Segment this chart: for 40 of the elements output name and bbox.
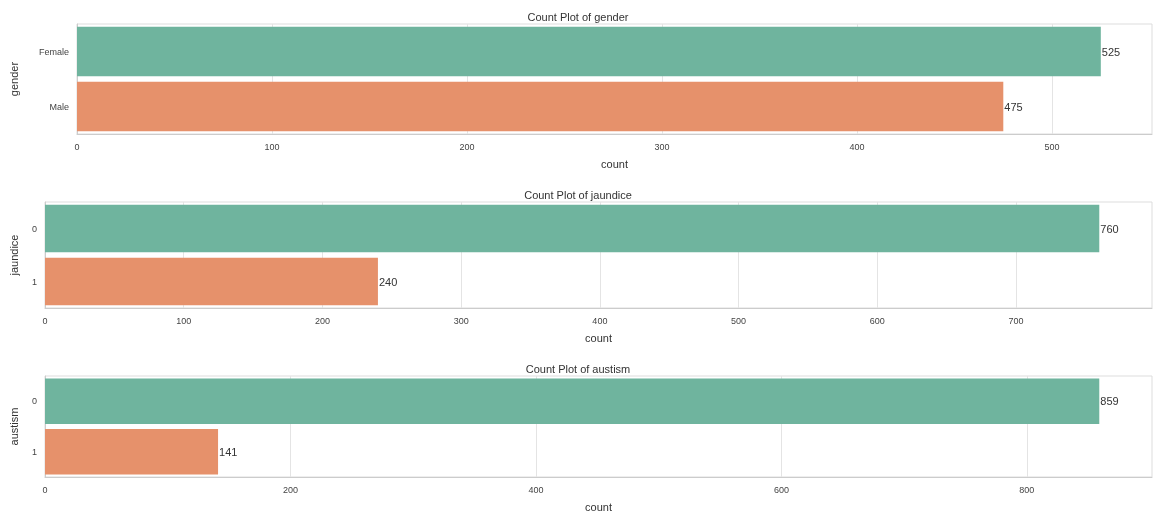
- x-tick-label: 300: [453, 315, 469, 326]
- x-axis-title: count: [585, 500, 612, 513]
- x-tick-label: 500: [1044, 141, 1060, 152]
- x-tick-label: 400: [849, 141, 865, 152]
- y-tick-label: 0: [31, 223, 37, 234]
- x-tick-label: 400: [528, 484, 544, 495]
- y-tick-label: Male: [49, 101, 69, 112]
- x-tick-label: 400: [592, 315, 608, 326]
- x-tick-label: 100: [264, 141, 280, 152]
- data-label: 141: [219, 445, 238, 458]
- chart-title: Count Plot of jaundice: [524, 188, 632, 201]
- x-tick-label: 100: [176, 315, 192, 326]
- x-tick-label: 200: [459, 141, 475, 152]
- chart-title: Count Plot of gender: [527, 10, 629, 23]
- y-tick-label: 1: [31, 446, 37, 457]
- x-tick-label: 600: [773, 484, 789, 495]
- y-tick-label: 1: [31, 276, 37, 287]
- y-axis-title: jaundice: [7, 234, 20, 277]
- x-axis-title: count: [585, 331, 612, 344]
- x-tick-label: 500: [731, 315, 747, 326]
- y-axis-title: gender: [7, 61, 20, 97]
- x-tick-label: 0: [42, 484, 48, 495]
- data-label: 859: [1100, 395, 1119, 408]
- x-tick-label: 700: [1008, 315, 1024, 326]
- x-tick-label: 300: [654, 141, 670, 152]
- x-tick-label: 800: [1019, 484, 1035, 495]
- data-label: 475: [1004, 100, 1023, 113]
- chart-title: Count Plot of austism: [525, 362, 631, 375]
- x-tick-label: 600: [869, 315, 885, 326]
- x-tick-label: 0: [74, 141, 80, 152]
- y-axis-title: austism: [7, 407, 20, 446]
- x-tick-label: 200: [282, 484, 298, 495]
- data-label: 240: [378, 275, 398, 288]
- data-label: 525: [1101, 45, 1121, 58]
- x-axis-title: count: [601, 157, 628, 170]
- y-tick-label: Female: [38, 46, 69, 57]
- x-tick-label: 0: [42, 315, 48, 326]
- data-label: 760: [1100, 222, 1119, 235]
- y-tick-label: 0: [31, 396, 37, 407]
- x-tick-label: 200: [314, 315, 330, 326]
